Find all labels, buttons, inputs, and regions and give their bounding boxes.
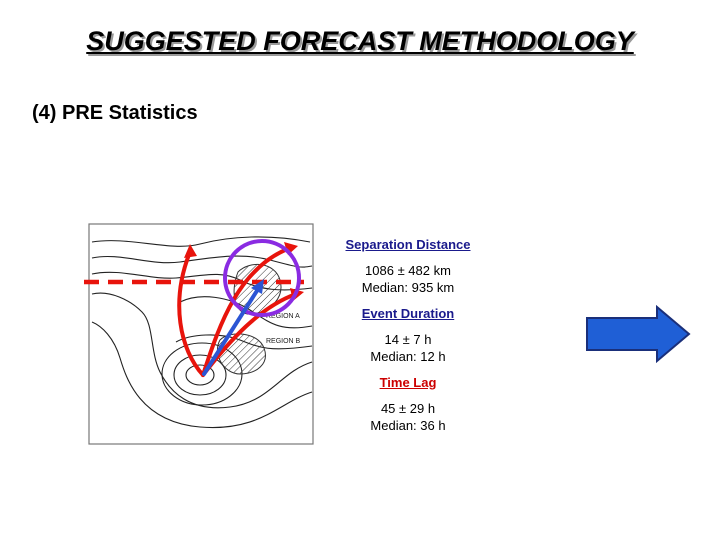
slide-subtitle: (4) PRE Statistics: [32, 102, 198, 124]
region-a-label: REGION A: [266, 313, 300, 320]
time-lag-median: Median: 36 h: [370, 418, 446, 433]
separation-distance-median: Median: 935 km: [361, 280, 455, 295]
pre-statistics-panel: Separation Distance 1086 ± 482 km Median…: [328, 236, 488, 434]
map-frame: [88, 223, 314, 445]
slide-title: SUGGESTED FORECAST METHODOLOGY: [86, 26, 634, 56]
time-lag-heading: Time Lag: [379, 375, 437, 390]
event-duration-heading: Event Duration: [361, 306, 455, 321]
region-b-label: REGION B: [266, 338, 301, 345]
separation-distance-arrow: [202, 284, 262, 376]
next-slide-arrow-icon[interactable]: [585, 305, 691, 363]
time-lag-value: 45 ± 29 h: [380, 401, 436, 416]
event-duration-value: 14 ± 7 h: [384, 332, 432, 347]
separation-distance-value: 1086 ± 482 km: [365, 263, 451, 278]
event-duration-median: Median: 12 h: [370, 349, 446, 364]
separation-arrowhead: [251, 279, 264, 294]
pre-schematic-diagram: REGION A REGION B: [84, 223, 314, 445]
pre-region-circle: [223, 239, 301, 317]
separation-distance-heading: Separation Distance: [345, 237, 471, 252]
